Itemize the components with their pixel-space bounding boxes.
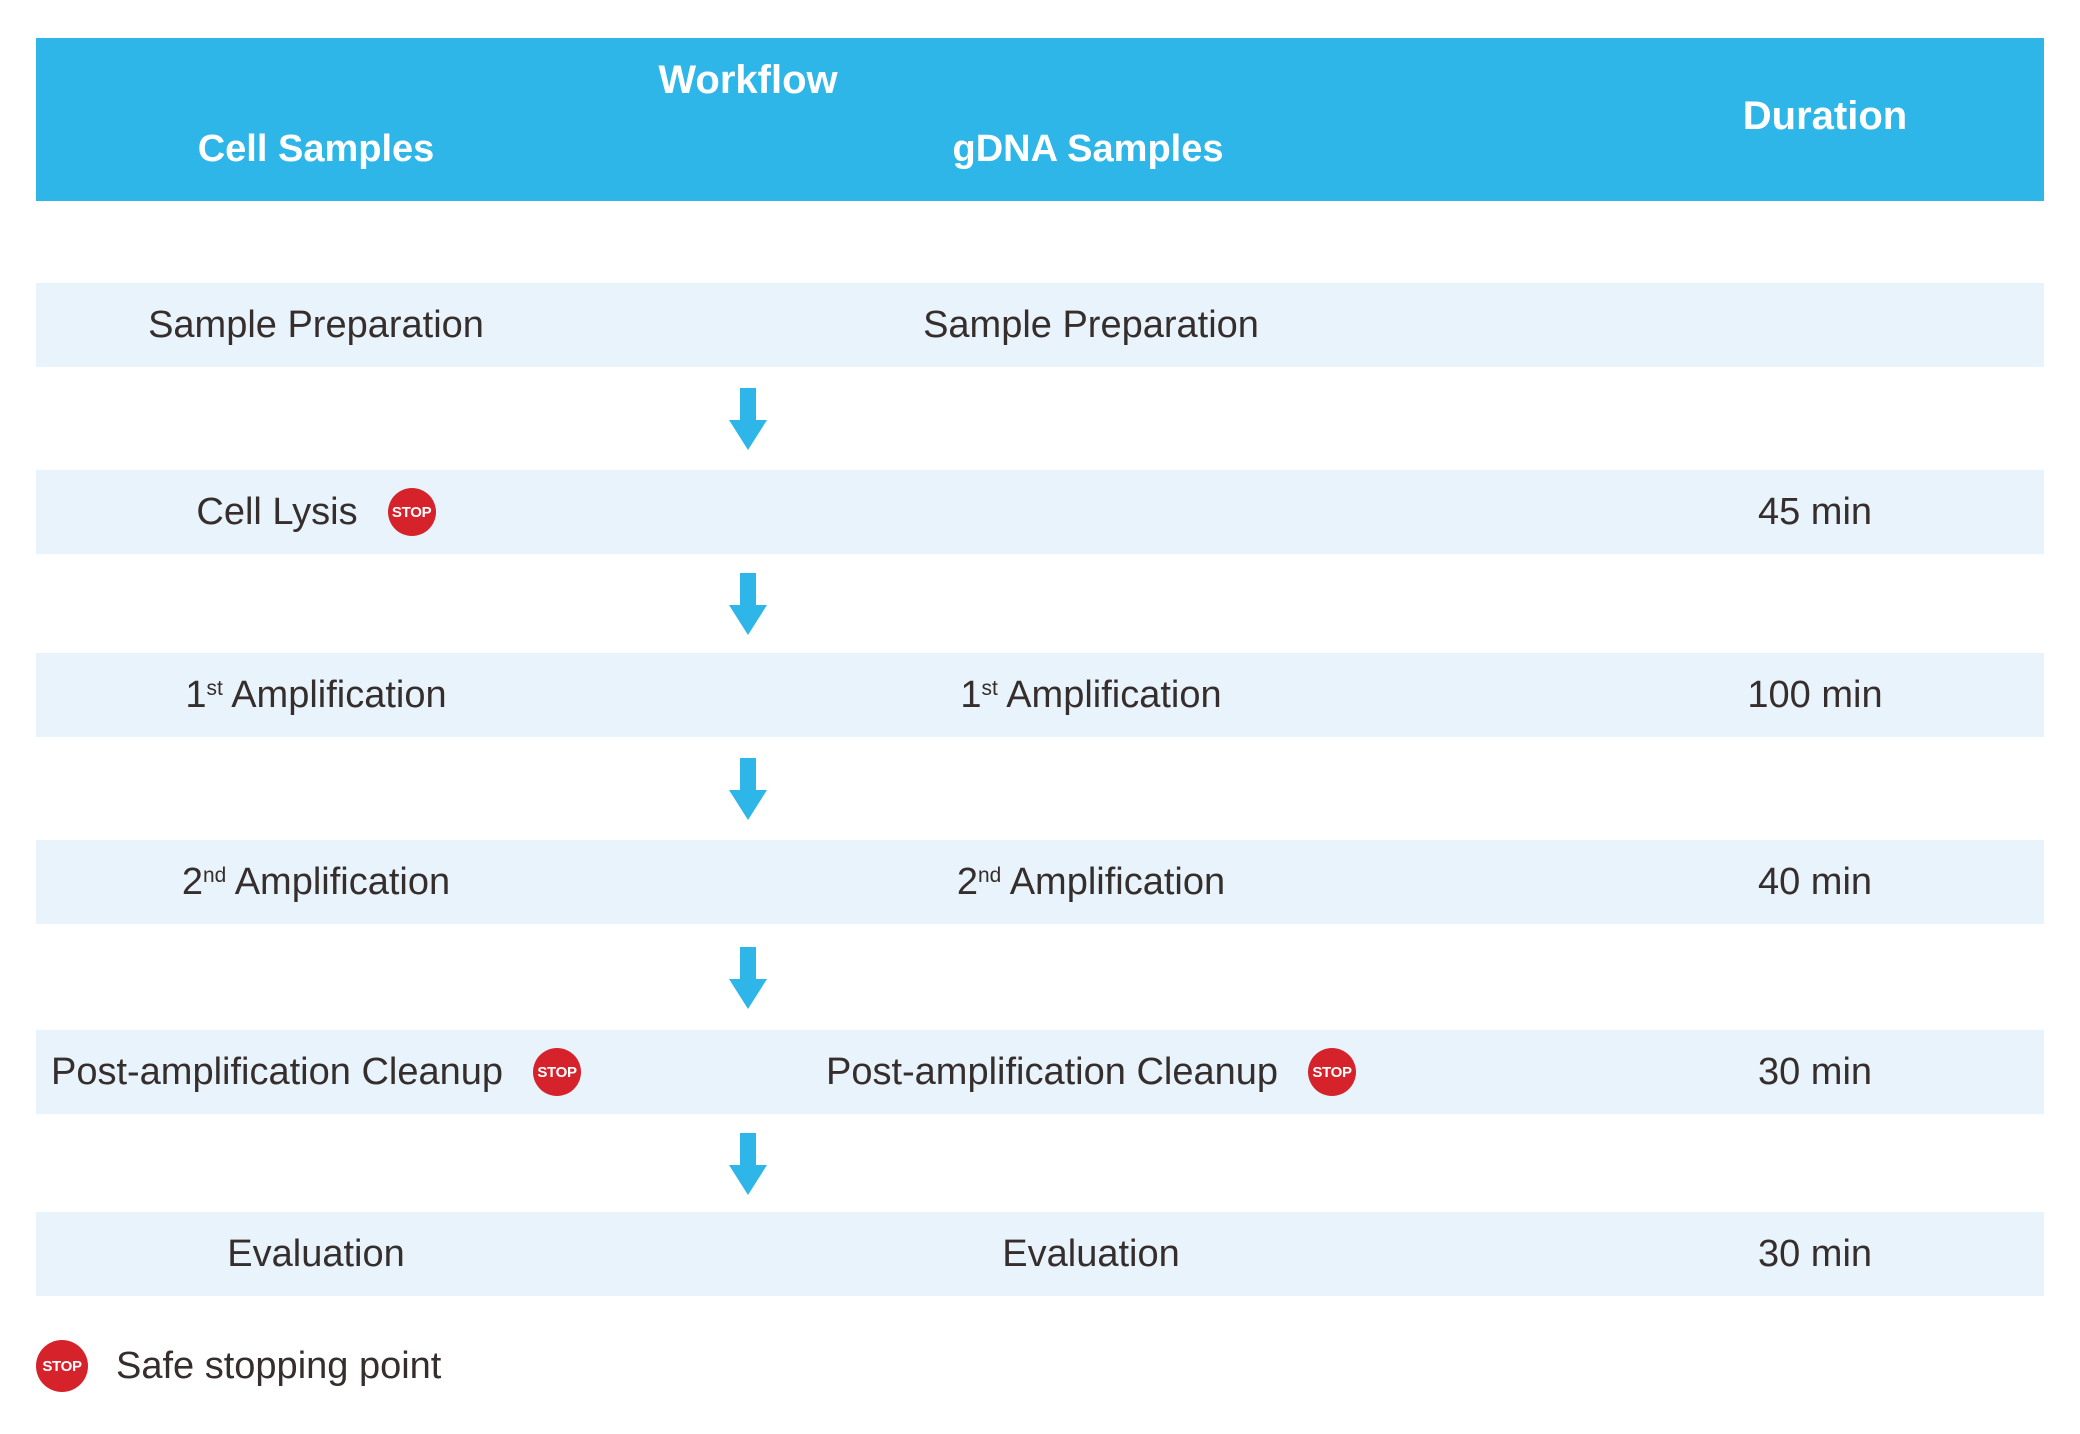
gdna-samples-step [596, 470, 1586, 554]
cell-samples-step: 2nd Amplification [36, 840, 596, 924]
duration-value: 100 min [1586, 653, 2044, 737]
ordinal-suffix: nd [978, 864, 1002, 888]
table-row: 2nd Amplification 2nd Amplification 40 m… [36, 840, 2044, 924]
table-row: Post-amplification Cleanup STOP Post-amp… [36, 1030, 2044, 1114]
workflow-title: Workflow [658, 58, 838, 102]
column-header-gdna-samples: gDNA Samples [952, 128, 1224, 170]
ordinal-suffix: st [206, 677, 223, 701]
gdna-samples-step: Evaluation [596, 1212, 1586, 1296]
legend: STOP Safe stopping point [36, 1340, 441, 1392]
step-label-rest: Amplification [222, 673, 447, 716]
duration-label: 40 min [1757, 860, 1873, 903]
stop-icon: STOP [533, 1048, 581, 1096]
duration-value: 45 min [1586, 470, 2044, 554]
stop-icon-label: STOP [537, 1063, 577, 1081]
legend-label: Safe stopping point [116, 1344, 442, 1387]
ordinal-number: 2 [956, 860, 978, 903]
step-label: 1st Amplification [960, 674, 1221, 717]
duration-value: 30 min [1586, 1030, 2044, 1114]
ordinal-number: 2 [181, 860, 203, 903]
step-label: Sample Preparation [923, 303, 1259, 346]
column-header-duration: Duration [1742, 94, 1908, 138]
table-row: Evaluation Evaluation 30 min [36, 1212, 2044, 1296]
down-arrow-icon [729, 758, 767, 820]
gdna-samples-step: 2nd Amplification [596, 840, 1586, 924]
step-label: 2nd Amplification [182, 861, 450, 904]
step-label: Sample Preparation [148, 303, 484, 346]
duration-value [1586, 283, 2044, 367]
stop-icon-label: STOP [42, 1357, 82, 1375]
step-label: Post-amplification Cleanup [825, 1050, 1278, 1093]
down-arrow-icon [729, 388, 767, 450]
ordinal-number: 1 [960, 673, 982, 716]
duration-value: 30 min [1586, 1212, 2044, 1296]
step-label-rest: Amplification [1001, 860, 1226, 903]
gdna-samples-step: 1st Amplification [596, 653, 1586, 737]
duration-label: 30 min [1757, 1050, 1873, 1093]
step-label: Cell Lysis [196, 490, 358, 533]
cell-samples-step: 1st Amplification [36, 653, 596, 737]
column-header-cell-samples: Cell Samples [197, 128, 435, 170]
down-arrow-icon [729, 573, 767, 635]
step-label: 2nd Amplification [957, 861, 1225, 904]
duration-label: 45 min [1757, 490, 1873, 533]
duration-value: 40 min [1586, 840, 2044, 924]
ordinal-suffix: st [981, 677, 998, 701]
stop-icon: STOP [1308, 1048, 1356, 1096]
step-label: Post-amplification Cleanup [50, 1050, 503, 1093]
cell-samples-step: Sample Preparation [36, 283, 596, 367]
duration-label: 100 min [1747, 673, 1883, 716]
ordinal-number: 1 [185, 673, 207, 716]
cell-samples-step: Cell Lysis STOP [36, 470, 596, 554]
table-row: Sample Preparation Sample Preparation [36, 283, 2044, 367]
step-label: Evaluation [227, 1232, 405, 1275]
table-row: Cell Lysis STOP 45 min [36, 470, 2044, 554]
gdna-samples-step: Sample Preparation [596, 283, 1586, 367]
down-arrow-icon [729, 1133, 767, 1195]
stop-icon-label: STOP [1312, 1063, 1352, 1081]
cell-samples-step: Post-amplification Cleanup STOP [36, 1030, 596, 1114]
duration-label: 30 min [1757, 1232, 1873, 1275]
table-header: Workflow Cell Samples gDNA Samples Durat… [36, 38, 2044, 201]
table-row: 1st Amplification 1st Amplification 100 … [36, 653, 2044, 737]
cell-samples-step: Evaluation [36, 1212, 596, 1296]
stop-icon: STOP [387, 488, 436, 536]
step-label: 1st Amplification [185, 674, 446, 717]
stop-icon-label: STOP [391, 503, 432, 521]
stop-icon: STOP [36, 1340, 88, 1392]
down-arrow-icon [729, 947, 767, 1009]
step-label-rest: Amplification [997, 673, 1222, 716]
step-label-rest: Amplification [226, 860, 451, 903]
step-label: Evaluation [1002, 1232, 1180, 1275]
ordinal-suffix: nd [203, 864, 227, 888]
gdna-samples-step: Post-amplification Cleanup STOP [596, 1030, 1586, 1114]
